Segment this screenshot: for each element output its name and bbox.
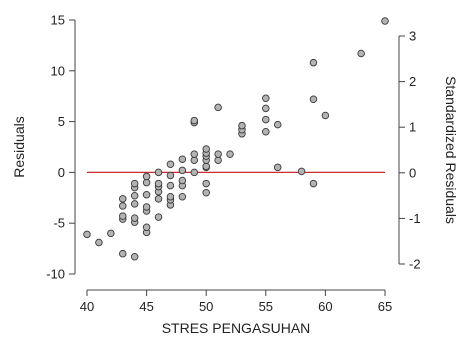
data-point (321, 111, 330, 120)
data-point (202, 145, 210, 153)
data-point (190, 156, 199, 164)
data-point (309, 95, 318, 103)
data-point (154, 179, 163, 188)
data-point (166, 171, 175, 180)
x-tick-label: 50 (199, 299, 213, 314)
data-point (154, 195, 163, 203)
data-point (178, 155, 187, 163)
data-point (214, 156, 222, 164)
data-point (107, 229, 115, 238)
right-y-axis: -2 -1 0 1 2 3 (398, 29, 421, 272)
data-point (83, 230, 91, 239)
data-point (130, 214, 139, 222)
data-point (273, 120, 282, 129)
data-point (381, 17, 389, 25)
data-point (166, 181, 175, 190)
x-axis: 40 45 50 55 60 65 (80, 289, 392, 314)
data-point (119, 195, 127, 203)
left-y-tick-label: -10 (46, 267, 65, 282)
right-y-tick-label: -1 (409, 211, 421, 226)
left-y-axis: -10 -5 0 5 10 15 (46, 13, 76, 282)
data-point (130, 200, 139, 208)
data-point (214, 103, 222, 112)
data-points (83, 17, 389, 261)
data-point (190, 116, 199, 125)
data-point (202, 188, 210, 197)
data-point (262, 128, 270, 136)
y-axis-title: Residuals (11, 116, 27, 177)
data-point (226, 150, 234, 158)
x-tick-label: 40 (80, 299, 94, 314)
data-point (130, 192, 139, 200)
data-point (119, 249, 127, 258)
left-y-tick-label: -5 (53, 216, 65, 231)
data-point (119, 202, 127, 210)
left-y-axis-ticks: -10 -5 0 5 10 15 (46, 13, 75, 282)
data-point (130, 252, 139, 261)
data-point (178, 166, 187, 175)
left-y-tick-label: 5 (58, 114, 65, 129)
data-point (130, 179, 139, 188)
data-point (142, 191, 151, 199)
x-tick-label: 60 (318, 299, 332, 314)
data-point (238, 121, 246, 130)
data-point (142, 203, 151, 211)
right-y-tick-label: 0 (409, 165, 416, 180)
data-point (214, 150, 222, 158)
data-point (190, 150, 199, 158)
right-y-tick-label: 1 (409, 120, 416, 135)
data-point (166, 160, 175, 169)
data-point (262, 104, 270, 113)
data-point (154, 168, 163, 177)
right-y-tick-label: -2 (409, 257, 421, 272)
data-point (154, 213, 163, 221)
x-tick-label: 55 (259, 299, 273, 314)
left-y-tick-label: 15 (51, 13, 65, 28)
data-point (357, 49, 365, 58)
y2-axis-title: Standardized Residuals (443, 76, 458, 224)
left-y-tick-label: 10 (51, 63, 65, 78)
x-tick-label: 65 (378, 299, 392, 314)
data-point (178, 176, 187, 185)
data-point (297, 167, 306, 176)
data-point (190, 168, 199, 177)
right-y-tick-label: 3 (409, 29, 416, 44)
data-point (273, 163, 282, 172)
right-y-tick-label: 2 (409, 74, 416, 89)
left-y-tick-label: 0 (58, 165, 65, 180)
data-point (142, 172, 151, 181)
data-point (142, 178, 151, 187)
data-point (309, 179, 318, 188)
data-point (202, 179, 210, 188)
data-point (262, 94, 270, 102)
x-axis-ticks: 40 45 50 55 60 65 (80, 290, 392, 314)
data-point (309, 58, 318, 67)
right-y-axis-ticks: -2 -1 0 1 2 3 (399, 29, 421, 272)
data-point (178, 193, 187, 201)
x-tick-label: 45 (139, 299, 153, 314)
data-point (142, 223, 151, 232)
data-point (262, 115, 270, 124)
data-point (119, 212, 127, 220)
data-point (95, 238, 103, 247)
data-point (202, 162, 210, 171)
data-point (166, 193, 175, 201)
x-axis-title: STRES PENGASUHAN (162, 320, 311, 336)
